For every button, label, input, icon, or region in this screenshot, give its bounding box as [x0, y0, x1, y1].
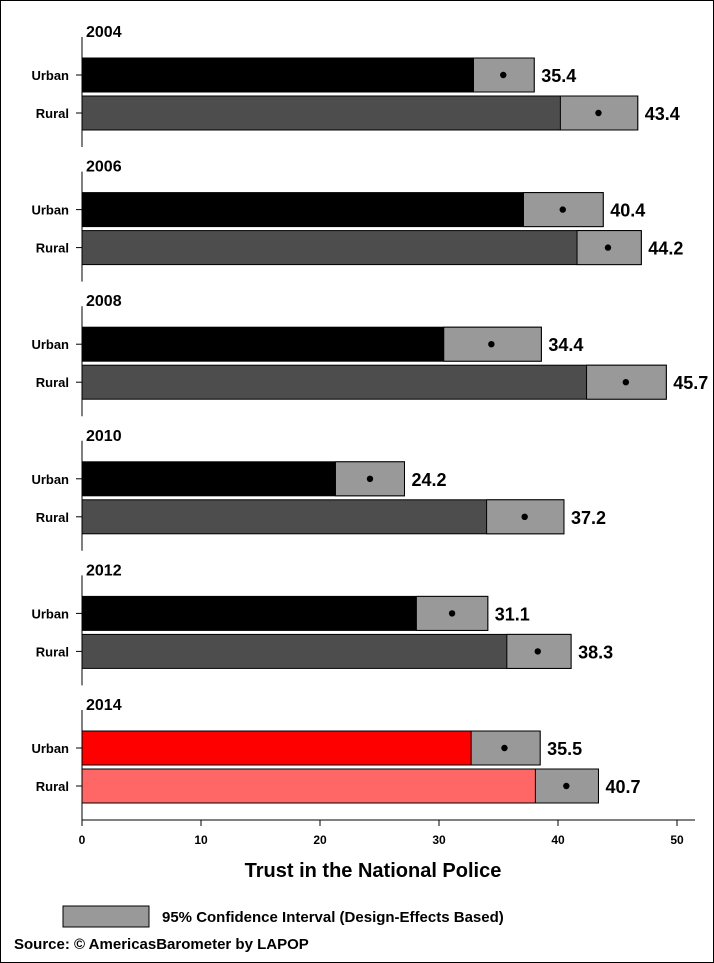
point-estimate [595, 110, 601, 116]
data-label: 34.4 [548, 335, 583, 355]
x-axis-label: Trust in the National Police [245, 860, 502, 882]
category-label: Rural [36, 510, 69, 525]
year-label: 2014 [86, 697, 122, 714]
data-label: 24.2 [411, 470, 446, 490]
data-label: 31.1 [495, 604, 530, 624]
bar-rural-2004 [82, 96, 638, 130]
category-label: Rural [36, 779, 69, 794]
category-label: Urban [31, 337, 69, 352]
bar-urban-2004 [82, 58, 534, 92]
x-tick-label: 50 [670, 833, 684, 847]
plot-area: 2004 Urban 35.4 Rural 43.4 2006 Urban 40.4 Rural… [31, 24, 708, 820]
legend: 95% Confidence Interval (Design-Effects … [63, 906, 504, 927]
category-label: Urban [31, 68, 69, 83]
point-estimate [488, 341, 494, 347]
year-label: 2010 [86, 428, 122, 445]
data-label: 35.5 [547, 739, 582, 759]
source-note: Source: © AmericasBarometer by LAPOP [14, 936, 309, 953]
category-label: Urban [31, 472, 69, 487]
data-label: 38.3 [578, 642, 613, 662]
point-estimate [521, 514, 527, 520]
data-label: 45.7 [673, 373, 708, 393]
x-axis: 0 10 20 30 40 50 [79, 808, 695, 847]
point-estimate [605, 244, 611, 250]
year-label: 2008 [86, 293, 122, 310]
point-estimate [623, 379, 629, 385]
x-tick-label: 40 [551, 833, 565, 847]
data-label: 37.2 [571, 508, 606, 528]
category-label: Rural [36, 241, 69, 256]
year-label: 2006 [86, 159, 122, 176]
data-label: 40.7 [605, 777, 640, 797]
legend-ci-swatch [63, 906, 149, 927]
bar-rural-2006 [82, 231, 641, 265]
point-estimate [560, 206, 566, 212]
data-label: 40.4 [610, 201, 645, 221]
category-label: Rural [36, 106, 69, 121]
category-label: Rural [36, 644, 69, 659]
point-estimate [563, 783, 569, 789]
x-tick-label: 10 [194, 833, 208, 847]
year-label: 2012 [86, 562, 122, 579]
point-estimate [367, 476, 373, 482]
category-label: Urban [31, 203, 69, 218]
bar-rural-2008 [82, 365, 666, 399]
year-label: 2004 [86, 24, 122, 41]
point-estimate [501, 745, 507, 751]
point-estimate [535, 648, 541, 654]
x-tick-label: 0 [79, 833, 86, 847]
x-tick-label: 30 [432, 833, 446, 847]
point-estimate [449, 610, 455, 616]
data-label: 44.2 [648, 239, 683, 259]
x-tick-label: 20 [313, 833, 327, 847]
category-label: Urban [31, 606, 69, 621]
category-label: Rural [36, 375, 69, 390]
point-estimate [500, 72, 506, 78]
bar-rural-2014 [82, 769, 598, 803]
data-label: 35.4 [541, 66, 576, 86]
category-label: Urban [31, 741, 69, 756]
bar-rural-2012 [82, 634, 571, 668]
data-label: 43.4 [645, 104, 680, 124]
legend-label: 95% Confidence Interval (Design-Effects … [162, 909, 504, 926]
